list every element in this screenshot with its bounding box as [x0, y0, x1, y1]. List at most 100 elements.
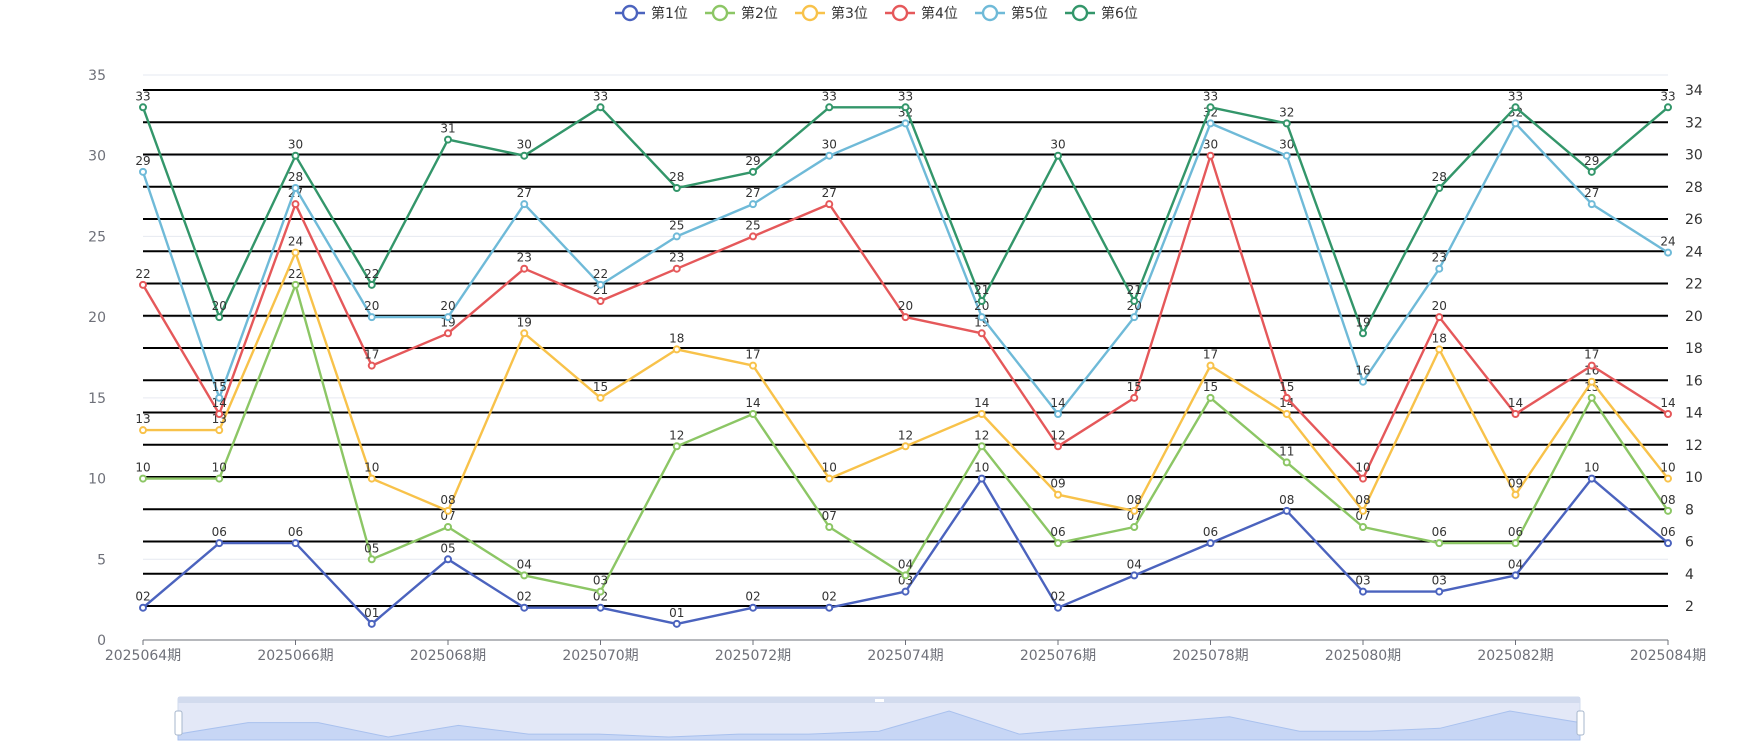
data-point[interactable] — [215, 393, 224, 402]
data-point[interactable] — [444, 313, 452, 322]
data-point[interactable] — [1587, 167, 1596, 176]
data-point[interactable] — [1054, 490, 1062, 499]
legend-item-4[interactable]: 第4位 — [885, 4, 958, 22]
data-point[interactable] — [749, 410, 757, 418]
data-point[interactable] — [215, 410, 224, 418]
data-point[interactable] — [1359, 523, 1367, 531]
data-point[interactable] — [215, 313, 224, 322]
data-point[interactable] — [1359, 377, 1367, 386]
data-point[interactable] — [139, 474, 147, 483]
data-point[interactable] — [367, 313, 376, 322]
data-point[interactable] — [367, 361, 376, 370]
data-point[interactable] — [367, 474, 376, 483]
data-point[interactable] — [1282, 119, 1291, 128]
data-point[interactable] — [139, 603, 147, 612]
data-point[interactable] — [901, 442, 910, 451]
data-point[interactable] — [1511, 490, 1520, 499]
data-point[interactable] — [1282, 458, 1291, 467]
data-point[interactable] — [520, 603, 529, 612]
data-point[interactable] — [1587, 200, 1596, 209]
data-point[interactable] — [1511, 571, 1520, 580]
data-point[interactable] — [1130, 523, 1139, 531]
data-point[interactable] — [444, 506, 452, 515]
data-point[interactable] — [1206, 393, 1215, 402]
data-point[interactable] — [1054, 410, 1062, 418]
data-point[interactable] — [825, 523, 834, 531]
data-point[interactable] — [1359, 474, 1367, 483]
data-point[interactable] — [1435, 539, 1444, 548]
data-point[interactable] — [291, 280, 300, 289]
data-point[interactable] — [215, 426, 224, 435]
data-point[interactable] — [596, 393, 605, 402]
data-point[interactable] — [977, 313, 986, 322]
data-point[interactable] — [901, 119, 910, 128]
data-point[interactable] — [749, 200, 757, 209]
data-point[interactable] — [1435, 587, 1444, 596]
data-point[interactable] — [444, 135, 452, 144]
data-point[interactable] — [1054, 603, 1062, 612]
data-point[interactable] — [749, 603, 757, 612]
data-point[interactable] — [672, 264, 681, 273]
data-point[interactable] — [1206, 539, 1215, 548]
data-point[interactable] — [901, 587, 910, 596]
data-point[interactable] — [1282, 393, 1291, 402]
data-point[interactable] — [1587, 393, 1596, 402]
data-point[interactable] — [367, 280, 376, 289]
data-point[interactable] — [672, 232, 681, 241]
data-point[interactable] — [1435, 313, 1444, 322]
data-point[interactable] — [444, 523, 452, 531]
data-point[interactable] — [596, 103, 605, 112]
data-point[interactable] — [1511, 410, 1520, 418]
data-point[interactable] — [367, 555, 376, 564]
data-point[interactable] — [596, 297, 605, 305]
data-point[interactable] — [672, 442, 681, 451]
legend-item-3[interactable]: 第3位 — [795, 4, 868, 22]
data-point[interactable] — [672, 184, 681, 192]
data-point[interactable] — [749, 361, 757, 370]
data-point[interactable] — [901, 103, 910, 112]
data-point[interactable] — [1435, 264, 1444, 273]
data-point[interactable] — [1206, 103, 1215, 112]
data-point[interactable] — [977, 474, 986, 483]
data-point[interactable] — [1511, 103, 1520, 112]
data-point[interactable] — [291, 539, 300, 548]
data-point[interactable] — [1130, 313, 1139, 322]
data-point[interactable] — [1282, 151, 1291, 160]
data-point[interactable] — [901, 571, 910, 580]
legend-item-1[interactable]: 第1位 — [615, 4, 688, 22]
data-point[interactable] — [291, 248, 300, 257]
data-point[interactable] — [1587, 474, 1596, 483]
data-point[interactable] — [1359, 506, 1367, 515]
data-point[interactable] — [520, 200, 529, 209]
data-point[interactable] — [977, 442, 986, 451]
data-point[interactable] — [215, 539, 224, 548]
data-point[interactable] — [291, 200, 300, 209]
data-point[interactable] — [672, 345, 681, 354]
data-point[interactable] — [139, 103, 147, 112]
data-point[interactable] — [672, 619, 681, 628]
data-point[interactable] — [1664, 248, 1672, 257]
data-point[interactable] — [1282, 410, 1291, 418]
data-point[interactable] — [367, 619, 376, 628]
data-point[interactable] — [1664, 474, 1672, 483]
data-point[interactable] — [1587, 361, 1596, 370]
data-point[interactable] — [1054, 539, 1062, 548]
data-point[interactable] — [520, 329, 529, 338]
data-point[interactable] — [1206, 119, 1215, 128]
data-point[interactable] — [1359, 329, 1367, 338]
data-point[interactable] — [1054, 151, 1062, 160]
data-point[interactable] — [444, 555, 452, 564]
datazoom-handle-left[interactable] — [174, 710, 183, 736]
data-point[interactable] — [1664, 410, 1672, 418]
data-point[interactable] — [825, 474, 834, 483]
data-point[interactable] — [1435, 345, 1444, 354]
data-point[interactable] — [139, 426, 147, 435]
data-point[interactable] — [1664, 103, 1672, 112]
data-point[interactable] — [291, 151, 300, 160]
data-point[interactable] — [749, 167, 757, 176]
data-point[interactable] — [825, 103, 834, 112]
data-point[interactable] — [520, 571, 529, 580]
data-point[interactable] — [596, 587, 605, 596]
data-point[interactable] — [1130, 393, 1139, 402]
data-point[interactable] — [291, 184, 300, 192]
